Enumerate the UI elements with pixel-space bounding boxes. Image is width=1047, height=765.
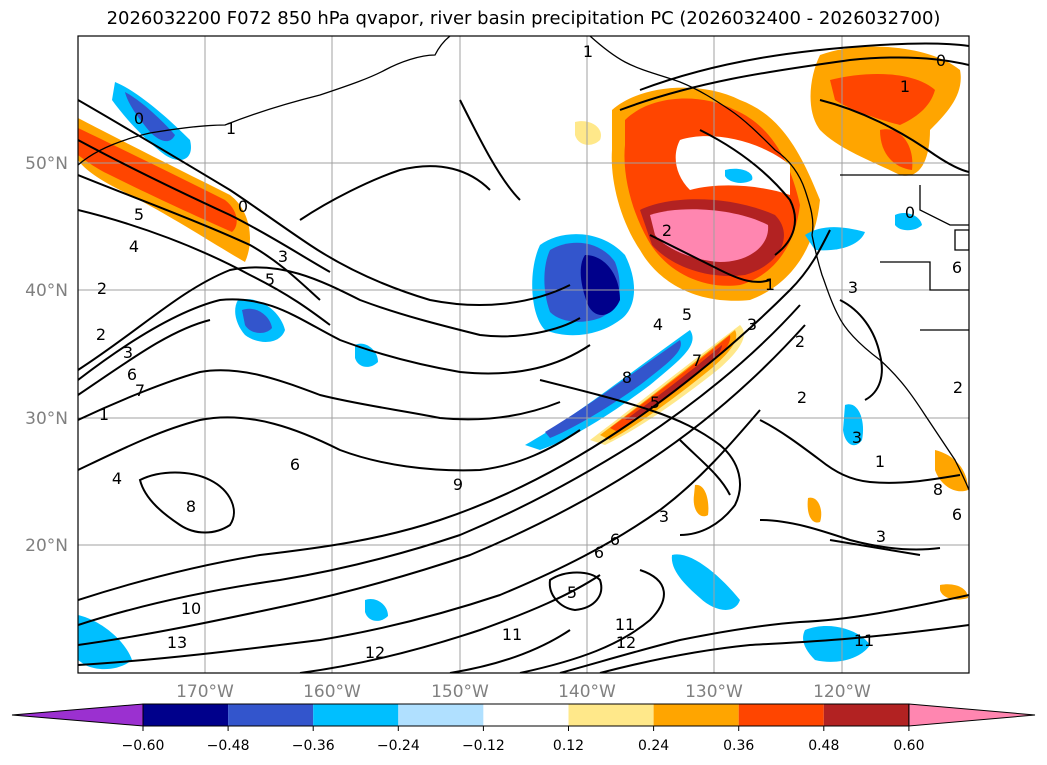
contour-label: 1	[583, 42, 593, 61]
contour-label: 3	[876, 527, 886, 546]
lat-label: 30°N	[25, 409, 68, 429]
lat-labels: 50°N 40°N 30°N 20°N	[25, 154, 68, 556]
colorbar-segment	[568, 704, 654, 726]
contour-label: 1	[900, 77, 910, 96]
colorbar: −0.60 −0.48 −0.36 −0.24 −0.12 0.12 0.24 0.36 0.4…	[11, 703, 1036, 754]
contour-label: 3	[278, 247, 288, 266]
contour-label: 6	[610, 530, 620, 549]
contour-label: 5	[265, 270, 275, 289]
colorbar-tick-label: −0.36	[292, 738, 335, 754]
colorbar-segment	[653, 704, 739, 726]
colorbar-segment	[228, 704, 314, 726]
contour-label: 5	[682, 305, 692, 324]
contour-label: 3	[123, 343, 133, 362]
contour-label: 1	[875, 452, 885, 471]
colorbar-segment	[823, 704, 909, 726]
contour-label: 2	[96, 325, 106, 344]
contour-label: 8	[622, 368, 632, 387]
contour-label: 0	[238, 197, 248, 216]
contour-label: 8	[186, 497, 196, 516]
contour-label: 4	[653, 315, 663, 334]
map-background	[78, 36, 969, 673]
contour-label: 5	[650, 393, 660, 412]
colorbar-tick-label: −0.48	[207, 738, 250, 754]
contour-label: 5	[567, 583, 577, 602]
contour-label: 3	[852, 428, 862, 447]
colorbar-tick-label: 0.48	[808, 738, 839, 754]
contour-label: 4	[129, 237, 139, 256]
contour-label: 0	[905, 203, 915, 222]
lat-label: 20°N	[25, 536, 68, 556]
graticule	[78, 36, 969, 673]
lon-label: 120°W	[813, 682, 871, 702]
contour-label: 3	[659, 507, 669, 526]
lon-label: 150°W	[431, 682, 489, 702]
colorbar-tick-label: 0.60	[893, 738, 924, 754]
contour-label: 0	[936, 51, 946, 70]
contour-label: 1	[765, 275, 775, 294]
contour-label: 2	[662, 221, 672, 240]
coastlines	[78, 36, 969, 491]
contour-label: 6	[952, 258, 962, 277]
contour-label: 11	[854, 631, 874, 650]
contour-label: 13	[167, 633, 187, 652]
lat-label: 50°N	[25, 154, 68, 174]
contour-label: 6	[290, 455, 300, 474]
colorbar-segment	[483, 704, 569, 726]
contour-label: 6	[127, 365, 137, 384]
colorbar-outline	[142, 703, 910, 727]
lon-label: 140°W	[558, 682, 616, 702]
contour-label: 1	[99, 405, 109, 424]
contour-label: 2	[795, 332, 805, 351]
contour-label: 2	[97, 279, 107, 298]
colorbar-segment	[738, 704, 824, 726]
colorbar-segment	[398, 704, 484, 726]
colorbar-tick-label: 0.24	[638, 738, 669, 754]
colorbar-segment	[313, 704, 399, 726]
colorbar-extend-max	[908, 703, 1036, 727]
lon-label: 170°W	[176, 682, 234, 702]
lon-label: 130°W	[685, 682, 743, 702]
precip-shading	[78, 46, 968, 670]
contour-label: 11	[615, 615, 635, 634]
contour-label: 12	[365, 643, 385, 662]
contour-label: 1	[226, 119, 236, 138]
contour-label: 12	[616, 633, 636, 652]
colorbar-extend-min	[11, 703, 144, 727]
contour-label: 3	[747, 315, 757, 334]
qvapor-contours	[78, 42, 969, 673]
contour-label: 2	[953, 378, 963, 397]
contour-label: 2	[797, 388, 807, 407]
colorbar-tick-label: 0.12	[553, 738, 584, 754]
colorbar-tick-label: −0.24	[377, 738, 420, 754]
contour-label: 4	[112, 469, 122, 488]
colorbar-segment	[143, 704, 229, 726]
contour-label: 6	[952, 505, 962, 524]
contour-label: 0	[134, 109, 144, 128]
contour-label: 3	[848, 278, 858, 297]
contour-label: 7	[135, 381, 145, 400]
lon-label: 160°W	[303, 682, 361, 702]
lon-labels: 170°W 160°W 150°W 140°W 130°W 120°W	[176, 682, 871, 702]
map-frame	[77, 35, 970, 674]
lat-label: 40°N	[25, 281, 68, 301]
contour-label: 10	[181, 599, 201, 618]
colorbar-tick-label: −0.12	[462, 738, 505, 754]
contour-label: 6	[594, 543, 604, 562]
contour-label: 9	[453, 475, 463, 494]
map-title: 2026032200 F072 850 hPa qvapor, river ba…	[106, 8, 941, 29]
colorbar-tick-label: 0.36	[723, 738, 754, 754]
contour-label: 7	[692, 351, 702, 370]
contour-label: 8	[933, 480, 943, 499]
contour-label: 5	[134, 205, 144, 224]
colorbar-tick-label: −0.60	[122, 738, 165, 754]
contour-label: 11	[502, 625, 522, 644]
